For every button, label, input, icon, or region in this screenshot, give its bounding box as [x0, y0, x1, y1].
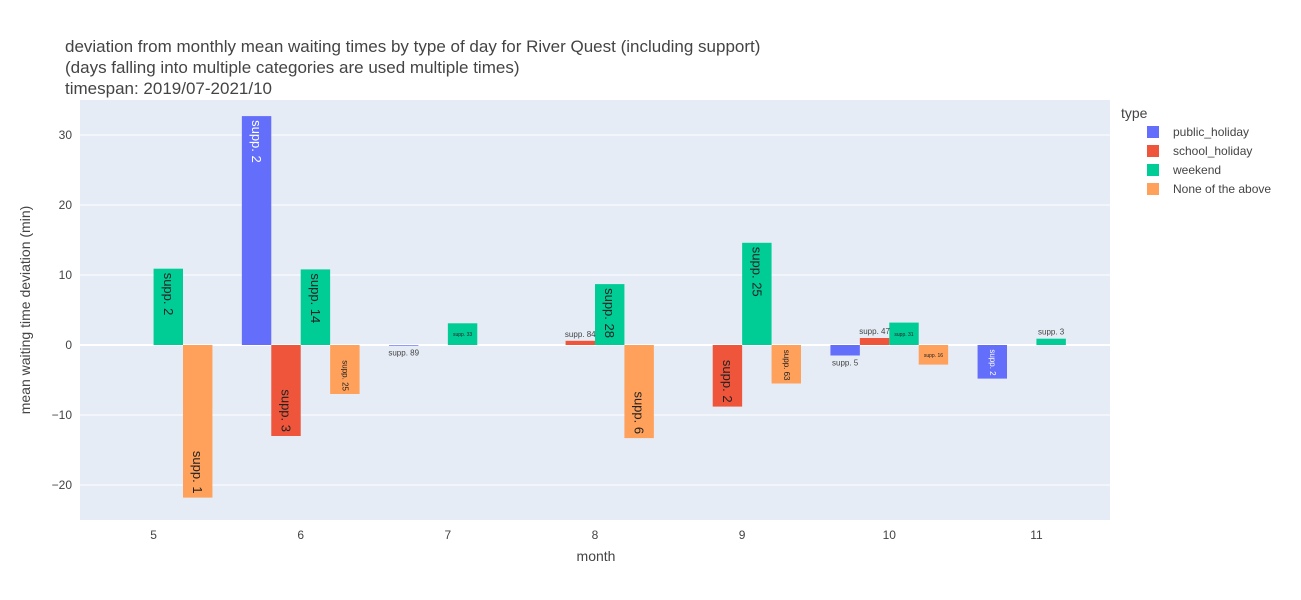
- x-tick-label: 6: [297, 528, 304, 542]
- bar: [300, 269, 331, 345]
- bar-label: supp. 63: [782, 350, 791, 381]
- x-tick-label: 10: [883, 528, 897, 542]
- bar-label: supp. 2: [161, 273, 176, 316]
- bar-label: supp. 3: [279, 389, 294, 432]
- y-tick-label: 0: [65, 338, 72, 352]
- x-tick-label: 8: [592, 528, 599, 542]
- bars: [153, 116, 1066, 498]
- bar-label: supp. 1: [190, 451, 205, 494]
- y-tick-label: −20: [52, 478, 73, 492]
- x-tick-label: 9: [739, 528, 746, 542]
- x-tick-label: 11: [1030, 528, 1043, 542]
- bar: [447, 323, 478, 345]
- legend-item-label: public_holiday: [1173, 125, 1249, 139]
- y-tick-label: 30: [59, 128, 73, 142]
- bar-label: supp. 2: [988, 349, 997, 376]
- bar-label: supp. 28: [602, 288, 617, 338]
- y-tick-label: 10: [59, 268, 73, 282]
- legend-item-label: None of the above: [1173, 182, 1271, 196]
- legend-title: type: [1121, 105, 1148, 121]
- y-axis-title: mean waiting time deviation (min): [17, 206, 33, 415]
- bar: [977, 345, 1007, 379]
- legend-swatch: [1147, 164, 1159, 176]
- bar: [389, 345, 419, 346]
- bar-label: supp. 2: [249, 120, 264, 163]
- bar: [271, 345, 301, 436]
- y-tick-label: 20: [59, 198, 73, 212]
- bar: [742, 242, 772, 345]
- bar-label: supp. 3: [1038, 328, 1065, 337]
- bar: [859, 338, 890, 345]
- bar-label: supp. 16: [924, 353, 943, 359]
- bar: [889, 322, 919, 345]
- bar-label: supp. 33: [453, 332, 472, 338]
- bar: [918, 345, 949, 365]
- bar: [624, 345, 654, 439]
- bar-labels: supp. 2 supp. 89 supp. 5 supp. 2 supp. 3 supp…: [161, 120, 1065, 494]
- x-tick-labels: 5 6 7 8 9 10 11: [150, 528, 1043, 542]
- bar-label: supp. 89: [388, 349, 419, 358]
- legend-item-label: weekend: [1172, 163, 1221, 177]
- legend-swatch: [1147, 183, 1159, 195]
- legend-swatch: [1147, 145, 1159, 157]
- x-tick-label: 5: [150, 528, 157, 542]
- title-line-1: deviation from monthly mean waiting time…: [65, 37, 760, 56]
- x-axis-title: month: [577, 548, 616, 564]
- bar-label: supp. 84: [565, 330, 596, 339]
- bar: [595, 284, 625, 345]
- bar: [565, 340, 595, 345]
- bar: [830, 345, 860, 356]
- bar-label: supp. 25: [749, 247, 764, 297]
- title-line-3: timespan: 2019/07-2021/10: [65, 79, 272, 98]
- bar: [712, 345, 743, 407]
- bar: [241, 116, 272, 345]
- bar-label: supp. 47: [859, 327, 890, 336]
- chart-title: deviation from monthly mean waiting time…: [65, 37, 760, 98]
- bar-label: supp. 14: [308, 273, 323, 323]
- bar: [1036, 338, 1066, 345]
- bar-label: supp. 6: [632, 391, 647, 434]
- bar: [183, 345, 213, 498]
- bar: [330, 345, 360, 394]
- legend-swatch: [1147, 126, 1159, 138]
- legend: type public_holiday school_holidayweekend…: [1121, 105, 1271, 196]
- x-tick-label: 7: [445, 528, 452, 542]
- bar-label: supp. 2: [720, 360, 735, 403]
- y-tick-label: −10: [52, 408, 73, 422]
- bar: [153, 268, 183, 345]
- title-line-2: (days falling into multiple categories a…: [65, 58, 519, 77]
- bar: [771, 345, 801, 384]
- bar-label: supp. 31: [894, 332, 913, 338]
- bar-label: supp. 5: [832, 359, 859, 368]
- bar-label: supp. 25: [340, 360, 349, 391]
- legend-item-label: school_holiday: [1173, 144, 1252, 158]
- y-tick-labels: −20 −10 0 10 20 30: [52, 128, 73, 492]
